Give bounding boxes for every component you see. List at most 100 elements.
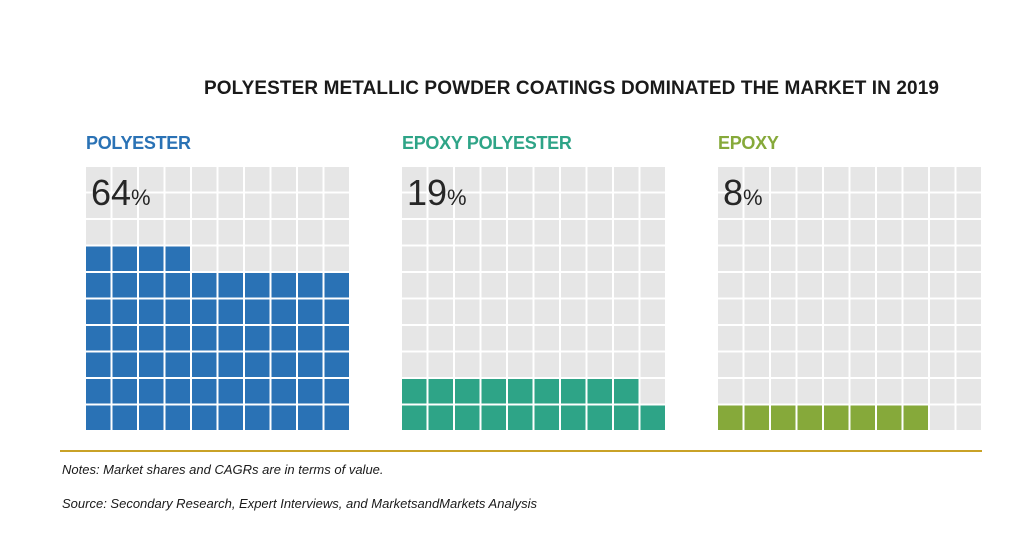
waffle-cell-empty-epoxy <box>718 193 743 218</box>
waffle-cell-empty-epoxy-polyester <box>614 299 639 324</box>
waffle-cell-empty-epoxy-polyester <box>508 167 533 192</box>
waffle-cell-empty-epoxy <box>850 273 875 298</box>
waffle-cell-empty-epoxy <box>718 167 743 192</box>
waffle-cell-filled-polyester <box>165 405 190 430</box>
waffle-cell-filled-polyester <box>139 299 164 324</box>
waffle-cell-filled-polyester <box>298 379 323 404</box>
waffle-cell-empty-polyester <box>192 167 217 192</box>
waffle-cell-empty-polyester <box>271 193 296 218</box>
panel-label-polyester: POLYESTER <box>86 133 191 153</box>
waffle-cell-filled-polyester <box>271 405 296 430</box>
waffle-cell-filled-polyester <box>86 379 111 404</box>
waffle-cell-empty-epoxy <box>877 193 902 218</box>
waffle-cell-filled-polyester <box>245 379 270 404</box>
waffle-cell-empty-epoxy-polyester <box>428 193 453 218</box>
waffle-cell-filled-epoxy-polyester <box>640 405 665 430</box>
waffle-cell-empty-epoxy <box>718 326 743 351</box>
waffle-cell-empty-epoxy-polyester <box>428 299 453 324</box>
waffle-cell-filled-epoxy-polyester <box>561 379 586 404</box>
waffle-cell-empty-polyester <box>112 193 137 218</box>
waffle-cell-filled-polyester <box>324 273 349 298</box>
waffle-cell-filled-polyester <box>112 326 137 351</box>
waffle-cell-empty-epoxy <box>797 246 822 271</box>
waffle-cell-empty-epoxy <box>771 326 796 351</box>
waffle-cell-empty-epoxy-polyester <box>534 299 559 324</box>
waffle-cell-filled-polyester <box>165 326 190 351</box>
waffle-cell-empty-polyester <box>139 220 164 245</box>
waffle-cell-empty-epoxy-polyester <box>534 246 559 271</box>
waffle-epoxy <box>718 167 981 430</box>
waffle-cell-empty-epoxy <box>718 273 743 298</box>
waffle-cell-empty-epoxy-polyester <box>428 246 453 271</box>
waffle-cell-empty-epoxy <box>797 352 822 377</box>
waffle-cell-empty-epoxy-polyester <box>508 193 533 218</box>
value-epoxy-polyester: 19% <box>407 172 467 214</box>
waffle-cell-empty-polyester <box>324 167 349 192</box>
waffle-cell-empty-polyester <box>139 167 164 192</box>
waffle-cell-empty-epoxy <box>930 167 955 192</box>
waffle-cell-empty-epoxy <box>877 299 902 324</box>
waffle-cell-filled-polyester <box>218 326 243 351</box>
waffle-cell-filled-polyester <box>139 405 164 430</box>
value-epoxy: 8% <box>723 172 763 214</box>
waffle-cell-filled-epoxy-polyester <box>534 379 559 404</box>
waffle-cell-filled-epoxy <box>877 405 902 430</box>
waffle-cell-empty-epoxy-polyester <box>508 246 533 271</box>
waffle-cell-filled-polyester <box>192 273 217 298</box>
waffle-cell-empty-epoxy <box>718 379 743 404</box>
waffle-cell-filled-polyester <box>298 299 323 324</box>
waffle-cell-empty-polyester <box>165 167 190 192</box>
waffle-cell-empty-epoxy <box>744 193 769 218</box>
value-number-polyester: 64 <box>91 172 132 213</box>
waffle-cell-filled-polyester <box>86 246 111 271</box>
waffle-cell-empty-polyester <box>165 193 190 218</box>
waffle-cell-empty-epoxy <box>718 299 743 324</box>
waffle-cell-empty-epoxy-polyester <box>640 167 665 192</box>
waffle-cell-empty-epoxy <box>744 273 769 298</box>
waffle-cell-empty-polyester <box>245 220 270 245</box>
waffle-cell-empty-epoxy-polyester <box>428 326 453 351</box>
waffle-cell-empty-epoxy-polyester <box>640 220 665 245</box>
waffle-cell-empty-epoxy-polyester <box>481 299 506 324</box>
waffle-cell-filled-polyester <box>192 299 217 324</box>
waffle-cell-empty-epoxy-polyester <box>640 352 665 377</box>
waffle-cell-empty-polyester <box>324 220 349 245</box>
waffle-cell-empty-epoxy-polyester <box>508 220 533 245</box>
waffle-cell-empty-epoxy <box>930 220 955 245</box>
waffle-cell-filled-polyester <box>324 326 349 351</box>
waffle-cell-empty-epoxy-polyester <box>614 220 639 245</box>
waffle-cell-empty-epoxy-polyester <box>534 273 559 298</box>
waffle-cell-empty-epoxy <box>797 379 822 404</box>
waffle-cell-filled-epoxy-polyester <box>481 405 506 430</box>
waffle-cell-empty-polyester <box>298 220 323 245</box>
waffle-cell-empty-epoxy <box>771 220 796 245</box>
panel-polyester: POLYESTER 64% <box>86 128 352 433</box>
waffle-cell-filled-epoxy <box>797 405 822 430</box>
waffle-cell-empty-epoxy <box>877 352 902 377</box>
waffle-cell-filled-polyester <box>298 352 323 377</box>
waffle-cell-empty-epoxy <box>877 246 902 271</box>
waffle-cell-filled-polyester <box>165 352 190 377</box>
waffle-cell-empty-polyester <box>218 246 243 271</box>
waffle-cell-empty-epoxy <box>850 379 875 404</box>
waffle-cell-empty-epoxy-polyester <box>481 326 506 351</box>
waffle-cell-filled-polyester <box>112 352 137 377</box>
waffle-cell-empty-polyester <box>192 246 217 271</box>
waffle-cell-filled-polyester <box>86 352 111 377</box>
waffle-cell-empty-epoxy <box>771 193 796 218</box>
waffle-cell-empty-epoxy <box>956 193 981 218</box>
waffle-cell-empty-epoxy <box>930 379 955 404</box>
waffle-cell-empty-epoxy <box>797 299 822 324</box>
panel-label-epoxy: EPOXY <box>718 133 779 153</box>
waffle-cell-filled-epoxy <box>850 405 875 430</box>
waffle-cell-empty-epoxy-polyester <box>428 273 453 298</box>
waffle-cell-empty-epoxy <box>771 273 796 298</box>
waffle-cell-filled-polyester <box>112 273 137 298</box>
waffle-cell-empty-epoxy <box>771 167 796 192</box>
waffle-cell-empty-polyester <box>298 167 323 192</box>
waffle-cell-empty-epoxy-polyester <box>508 273 533 298</box>
waffle-cell-empty-epoxy-polyester <box>455 326 480 351</box>
waffle-cell-empty-epoxy <box>850 326 875 351</box>
waffle-cell-empty-epoxy-polyester <box>614 193 639 218</box>
waffle-cell-empty-epoxy-polyester <box>640 273 665 298</box>
